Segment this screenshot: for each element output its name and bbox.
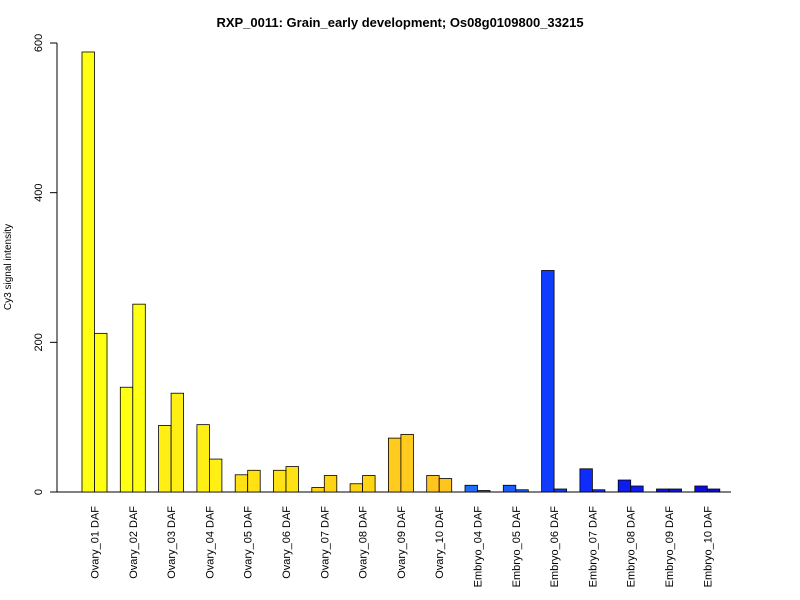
bar-2 <box>94 332 108 493</box>
x-tick-label: Embryo_06 DAF <box>549 506 561 588</box>
y-ticks: 0 200 400 600 <box>33 34 57 495</box>
bar-2 <box>132 303 146 493</box>
y-tick-label: 400 <box>33 183 45 201</box>
x-tick-label: Embryo_04 DAF <box>473 506 485 588</box>
x-tick-label: Ovary_05 DAF <box>243 506 255 579</box>
bar-1 <box>656 488 670 493</box>
bar-1 <box>273 469 287 493</box>
bar-2 <box>208 458 223 493</box>
x-tick-label: Embryo_08 DAF <box>626 506 638 588</box>
bar-2 <box>553 488 567 493</box>
bar-2 <box>362 475 376 493</box>
bar-1 <box>158 424 172 493</box>
x-tick-label: Embryo_07 DAF <box>587 506 599 588</box>
x-tick-label: Embryo_05 DAF <box>511 506 523 588</box>
bars <box>81 51 721 493</box>
bar-1 <box>311 487 325 493</box>
bar-1 <box>119 386 134 493</box>
x-tick-labels: Ovary_01 DAF Ovary_02 DAF Ovary_03 DAF Ovar… <box>90 506 715 588</box>
bar-1 <box>464 484 478 493</box>
x-tick-label: Embryo_10 DAF <box>702 506 714 588</box>
bar-2 <box>323 475 338 493</box>
x-tick-label: Ovary_01 DAF <box>90 506 102 579</box>
x-tick-label: Ovary_09 DAF <box>396 506 408 579</box>
x-tick-label: Ovary_04 DAF <box>204 506 216 579</box>
x-tick-label: Embryo_09 DAF <box>664 506 676 588</box>
bar-1 <box>694 485 708 493</box>
bar-1 <box>349 483 364 493</box>
y-tick-label: 0 <box>33 489 45 495</box>
x-tick-label: Ovary_07 DAF <box>319 506 331 579</box>
bar-1 <box>579 468 593 493</box>
bar-1 <box>234 474 249 493</box>
bar-1 <box>387 437 402 493</box>
bar-1 <box>81 51 95 493</box>
x-tick-label: Ovary_06 DAF <box>281 506 293 579</box>
bar-2 <box>706 488 721 493</box>
bar-1 <box>502 484 517 493</box>
bar-2 <box>285 466 299 493</box>
x-tick-label: Ovary_10 DAF <box>434 506 446 579</box>
y-tick-label: 600 <box>33 34 45 52</box>
bar-2 <box>170 392 185 493</box>
bar-2 <box>477 490 491 493</box>
y-axis-label: Cy3 signal intensity <box>3 224 14 310</box>
bar-2 <box>438 478 453 493</box>
x-tick-label: Ovary_03 DAF <box>166 506 178 579</box>
bar-1 <box>617 479 632 493</box>
bar-1 <box>196 424 210 493</box>
y-tick-label: 200 <box>33 333 45 351</box>
bar-2 <box>247 469 261 493</box>
x-tick-label: Ovary_08 DAF <box>358 506 370 579</box>
bar-2 <box>400 433 414 493</box>
x-tick-label: Ovary_02 DAF <box>128 506 140 579</box>
bar-1 <box>426 475 440 493</box>
chart-title: RXP_0011: Grain_early development; Os08g… <box>216 15 583 30</box>
bar-2 <box>630 485 644 493</box>
bar-2 <box>668 488 682 493</box>
bar-1 <box>541 270 555 493</box>
bar-2 <box>515 489 529 493</box>
bar-2 <box>592 489 606 493</box>
